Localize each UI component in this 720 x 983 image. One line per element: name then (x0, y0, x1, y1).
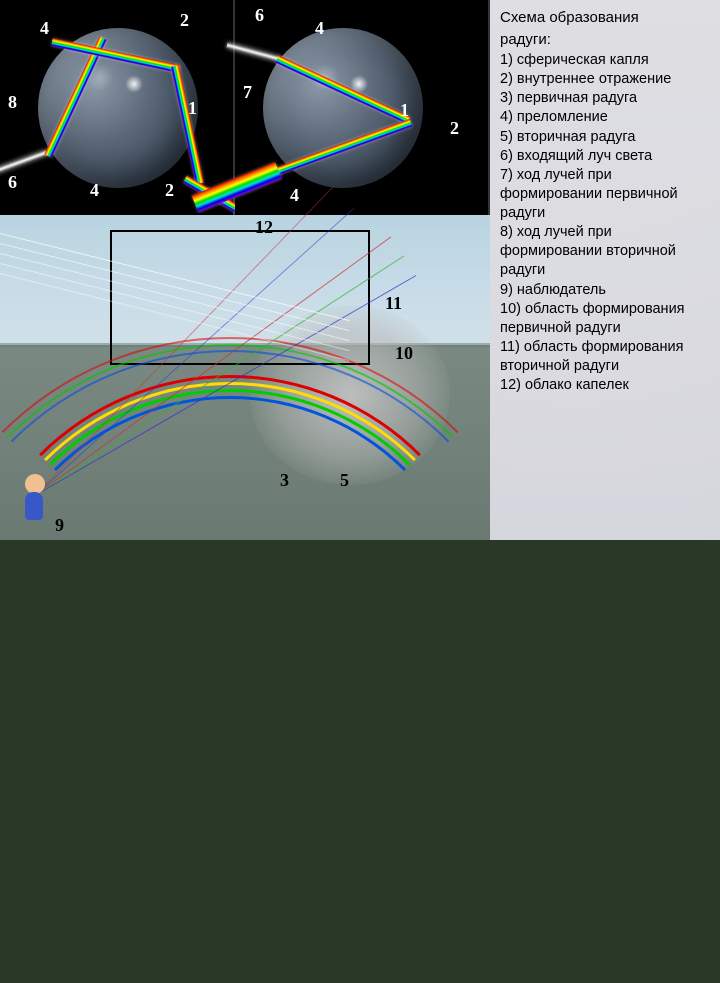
label-8: 8 (8, 92, 17, 113)
label-4: 4 (90, 180, 99, 201)
label-7: 7 (243, 82, 252, 103)
legend-item: 8) ход лучей при формировании вторичной … (500, 223, 710, 280)
legend-item: 11) область формирования вторичной радуг… (500, 338, 710, 376)
drop-panel-secondary: 4 2 8 1 6 4 2 (0, 0, 235, 215)
label-4: 4 (315, 18, 324, 39)
label-1: 1 (400, 100, 409, 121)
drop-panel-primary: 6 4 7 1 2 4 (235, 0, 490, 215)
observer-head (25, 474, 45, 494)
label-2: 2 (180, 10, 189, 31)
legend-item: 5) вторичная радуга (500, 128, 710, 147)
label-6: 6 (8, 172, 17, 193)
label-2: 2 (165, 180, 174, 201)
legend-item: 9) наблюдатель (500, 281, 710, 300)
legend-item: 4) преломление (500, 108, 710, 127)
label-2: 2 (450, 118, 459, 139)
top-panels: 4 2 8 1 6 4 2 6 4 7 1 2 4 (0, 0, 490, 215)
observer-figure (25, 474, 45, 520)
legend-title-2: радуги: (500, 30, 710, 50)
observer-body (25, 492, 43, 520)
legend-item: 12) облако капелек (500, 376, 710, 395)
label-12: 12 (255, 217, 273, 238)
diagram-container: 4 2 8 1 6 4 2 6 4 7 1 2 4 (0, 0, 720, 540)
label-6: 6 (255, 5, 264, 26)
label-4: 4 (40, 18, 49, 39)
legend-item: 3) первичная радуга (500, 89, 710, 108)
legend-item: 2) внутреннее отражение (500, 70, 710, 89)
label-11: 11 (385, 293, 402, 314)
label-5: 5 (340, 470, 349, 491)
label-3: 3 (280, 470, 289, 491)
observer-scene: 12 11 10 3 5 9 (0, 215, 490, 540)
legend-title-1: Схема образования (500, 8, 710, 28)
legend-item: 1) сферическая капля (500, 51, 710, 70)
label-10: 10 (395, 343, 413, 364)
legend-panel: Схема образования радуги: 1) сферическая… (490, 0, 720, 540)
label-1: 1 (188, 98, 197, 119)
label-4: 4 (290, 185, 299, 206)
incoming-ray (226, 42, 281, 62)
legend-item: 7) ход лучей при формировании первичной … (500, 166, 710, 223)
label-9: 9 (55, 515, 64, 536)
legend-item: 10) область формирования первичной радуг… (500, 300, 710, 338)
legend-item: 6) входящий луч света (500, 147, 710, 166)
drop-highlight (125, 75, 143, 93)
